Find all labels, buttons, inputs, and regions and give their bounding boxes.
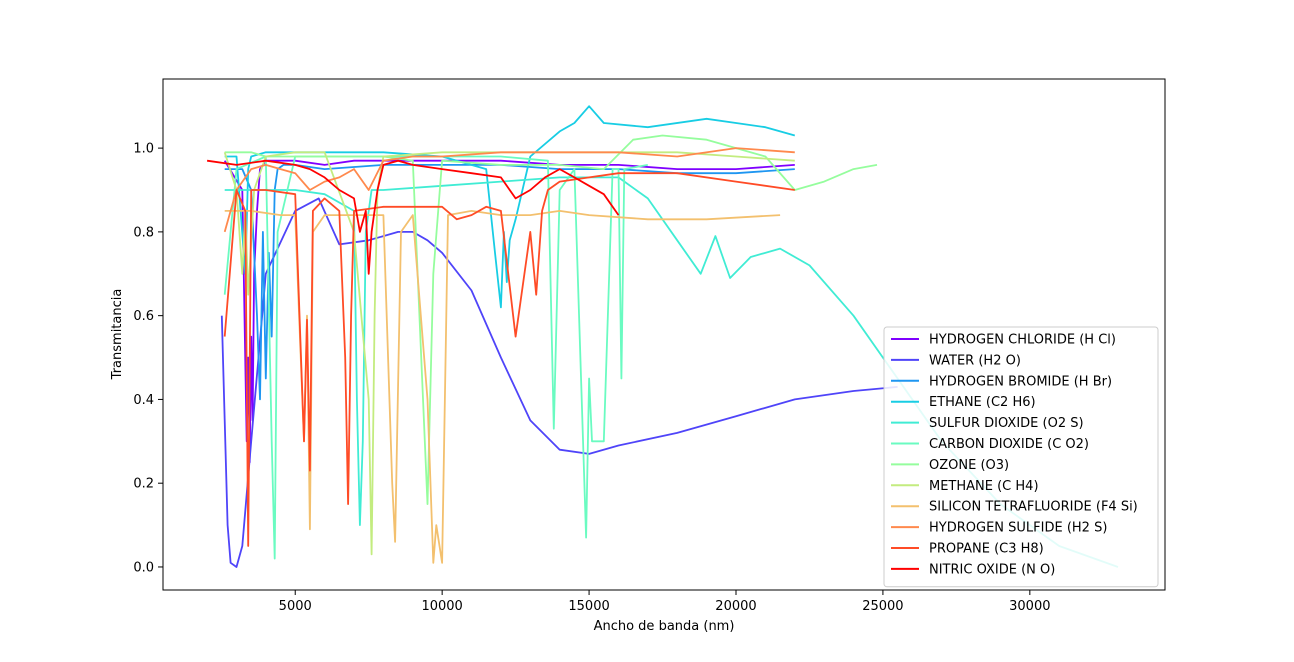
y-tick-label: 0.6 <box>133 309 154 324</box>
legend-entry-label: PROPANE (C3 H8) <box>929 542 1044 557</box>
legend-entry-label: SULFUR DIOXIDE (O2 S) <box>929 416 1084 431</box>
legend-entry-label: CARBON DIOXIDE (C O2) <box>929 437 1089 452</box>
series-line-5 <box>223 155 648 560</box>
x-tick-label: 30000 <box>1009 599 1050 614</box>
legend-box <box>883 326 1159 588</box>
y-tick-label: 0.4 <box>133 393 154 408</box>
legend-entry-label: METHANE (C H4) <box>929 479 1039 494</box>
y-tick-label: 0.0 <box>133 560 154 575</box>
series-line-1 <box>220 197 898 568</box>
x-tick-label: 5000 <box>279 599 312 614</box>
series-line-2 <box>224 164 795 401</box>
series-line-10 <box>223 172 795 547</box>
y-tick-label: 1.0 <box>133 142 154 157</box>
legend-entry-label: ETHANE (C2 H6) <box>929 395 1036 410</box>
series-line-11 <box>206 159 620 275</box>
legend-entry-label: WATER (H2 O) <box>929 353 1021 368</box>
x-axis-label: Ancho de banda (nm) <box>594 619 735 634</box>
x-tick-label: 25000 <box>862 599 903 614</box>
legend-entry-label: HYDROGEN CHLORIDE (H Cl) <box>929 333 1116 348</box>
x-tick-label: 15000 <box>568 599 609 614</box>
legend-entry-label: HYDROGEN SULFIDE (H2 S) <box>929 521 1107 536</box>
y-axis: 0.0 0.2 0.4 0.6 0.8 1.0 <box>133 142 163 575</box>
legend-entry-label: NITRIC OXIDE (N O) <box>929 562 1055 577</box>
legend-entry-label: HYDROGEN BROMIDE (H Br) <box>929 374 1112 389</box>
x-tick-label: 20000 <box>715 599 756 614</box>
legend-entry-label: SILICON TETRAFLUORIDE (F4 Si) <box>929 500 1138 515</box>
legend-entry-label: OZONE (O3) <box>929 458 1009 473</box>
series-line-6 <box>224 134 878 505</box>
y-tick-label: 0.2 <box>133 477 154 492</box>
plot-frame <box>162 78 1166 591</box>
series-line-9 <box>223 147 795 233</box>
x-axis: 5000 10000 15000 20000 25000 30000 <box>279 590 1051 614</box>
y-tick-label: 0.8 <box>133 225 154 240</box>
legend: HYDROGEN CHLORIDE (H Cl) WATER (H2 O) HYDR… <box>883 326 1159 588</box>
series-layer <box>206 105 1119 568</box>
x-tick-label: 10000 <box>421 599 462 614</box>
y-axis-label: Transmitancia <box>110 289 125 381</box>
